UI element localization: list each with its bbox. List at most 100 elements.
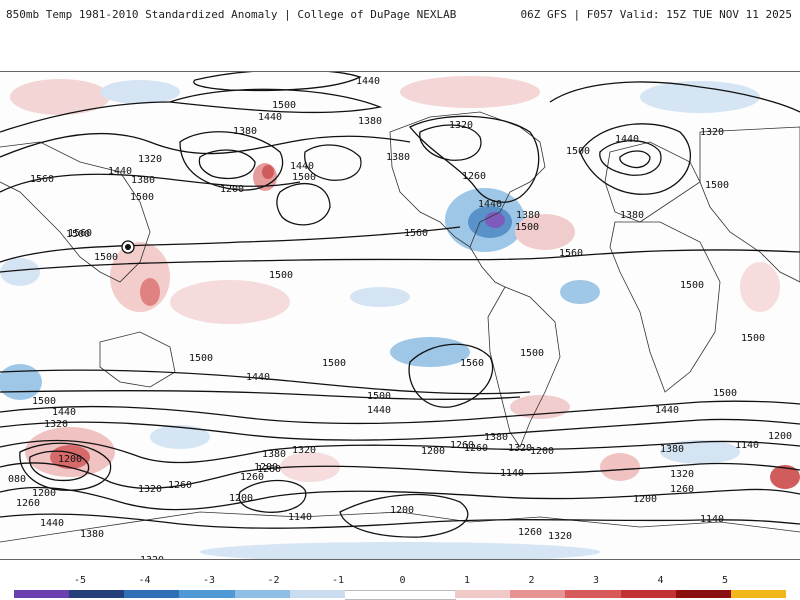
colorbar-ticks: -5 -4 -3 -2 -1 0 1 2 3 4 5 — [0, 575, 800, 589]
contour-label: 1380 — [484, 432, 508, 443]
contour-label: 1140 — [500, 468, 524, 479]
colorbar-segment — [565, 590, 622, 598]
contour-label: 1320 — [138, 484, 162, 495]
australia-outline — [99, 331, 176, 388]
contour-label: 1200 — [254, 462, 278, 473]
africa-outline — [609, 221, 721, 393]
contour-label: 1500 — [292, 172, 316, 183]
low-center-marker — [121, 240, 135, 254]
contour-label: 1260 — [168, 480, 192, 491]
contour-label: 1560 — [30, 174, 54, 185]
europe-outline — [604, 141, 701, 223]
contour-label: 1260 — [518, 527, 542, 538]
contour-label: 1440 — [356, 76, 380, 87]
contour-label: 1380 — [516, 210, 540, 221]
height-contours — [0, 72, 800, 538]
colorbar-tick-label: -4 — [138, 575, 151, 586]
contour-label: 1380 — [660, 444, 684, 455]
contour-label: 1200 — [229, 493, 253, 504]
colorbar-tick-label: 1 — [463, 575, 471, 586]
colorbar-tick-label: 4 — [657, 575, 664, 586]
colorbar: -5 -4 -3 -2 -1 0 1 2 3 4 5 — [0, 565, 800, 600]
colorbar-segment — [400, 590, 456, 600]
contour-label: 1500 — [66, 229, 90, 240]
asia-west-edge-outline — [0, 141, 151, 283]
contour-label: 1320 — [138, 154, 162, 165]
colorbar-segment — [124, 590, 180, 598]
colorbar-segment — [14, 590, 70, 598]
contour-label: 1560 — [68, 228, 92, 239]
contour-label: 1500 — [322, 358, 346, 369]
contour-label: 1440 — [40, 518, 64, 529]
colorbar-segment — [455, 590, 511, 598]
contour-label: 1260 — [464, 443, 488, 454]
colorbar-segment — [344, 590, 401, 600]
contour-label: 1560 — [559, 248, 583, 259]
contour-label: 1320 — [548, 531, 572, 542]
contour-label: 1200 — [58, 454, 82, 465]
colorbar-segment — [234, 590, 291, 598]
contour-label: 1320 — [700, 127, 724, 138]
contour-label: 1440 — [478, 199, 502, 210]
contour-label: 1500 — [189, 353, 213, 364]
contour-label: 080 — [8, 474, 26, 485]
colorbar-segment — [289, 590, 346, 598]
contour-label: 1380 — [262, 449, 286, 460]
contour-label: 1200 — [530, 446, 554, 457]
contour-label: 1200 — [768, 431, 792, 442]
colorbar-segment — [620, 590, 677, 598]
contour-label: 1380 — [620, 210, 644, 221]
contour-label: 1500 — [94, 252, 118, 263]
contour-label: 1320 — [508, 443, 532, 454]
colorbar-tick-label: -5 — [73, 575, 87, 586]
contour-label: 1500 — [367, 391, 391, 402]
contour-label: 1320 — [140, 555, 164, 559]
contour-label: 1140 — [288, 512, 312, 523]
contour-label: 1200 — [32, 488, 56, 499]
colorbar-segment — [179, 590, 236, 598]
contour-label: 1500 — [566, 146, 590, 157]
contour-label: 1500 — [705, 180, 729, 191]
contour-label: 1200 — [421, 446, 445, 457]
central-america-outline — [469, 246, 506, 288]
contour-label: 1440 — [367, 405, 391, 416]
contour-label: 1260 — [257, 464, 281, 475]
contour-label: 1380 — [131, 175, 155, 186]
contour-label: 1560 — [404, 228, 428, 239]
contour-label: 1440 — [246, 372, 270, 383]
contour-label: 1500 — [272, 100, 296, 111]
map-panel: 1440 1500 1380 1440 1320 1440 1380 1500 1560 1500… — [0, 71, 800, 560]
contour-label: 1440 — [258, 112, 282, 123]
map-title: 850mb Temp 1981-2010 Standardized Anomal… — [6, 8, 457, 21]
contour-label: 1380 — [233, 126, 257, 137]
contour-label: 1320 — [670, 469, 694, 480]
header: 850mb Temp 1981-2010 Standardized Anomal… — [0, 0, 800, 30]
colorbar-strip — [14, 590, 787, 600]
contour-label: 1380 — [80, 529, 104, 540]
contour-label: 1560 — [460, 358, 484, 369]
contour-label: 1440 — [290, 161, 314, 172]
contour-label: 1500 — [713, 388, 737, 399]
contour-label: 1260 — [450, 440, 474, 451]
contour-label: 1260 — [670, 484, 694, 495]
colorbar-tick-label: 5 — [721, 575, 729, 586]
contour-label: 1500 — [515, 222, 539, 233]
south-america-outline — [487, 286, 561, 448]
contour-label: 1440 — [655, 405, 679, 416]
contour-label: 1500 — [680, 280, 704, 291]
contour-label: 1260 — [240, 472, 264, 483]
contour-label: 1500 — [32, 396, 56, 407]
contour-label: 1140 — [735, 440, 759, 451]
colorbar-tick-label: 3 — [592, 575, 600, 586]
contour-label: 1260 — [16, 498, 40, 509]
antarctica-outline — [0, 511, 800, 543]
contour-label: 1500 — [520, 348, 544, 359]
colorbar-segment — [730, 590, 787, 598]
contour-label: 1200 — [220, 184, 244, 195]
contour-label: 1500 — [130, 192, 154, 203]
colorbar-tick-label: 2 — [528, 575, 535, 586]
contour-label: 1320 — [292, 445, 316, 456]
colorbar-tick-label: 0 — [399, 575, 406, 586]
